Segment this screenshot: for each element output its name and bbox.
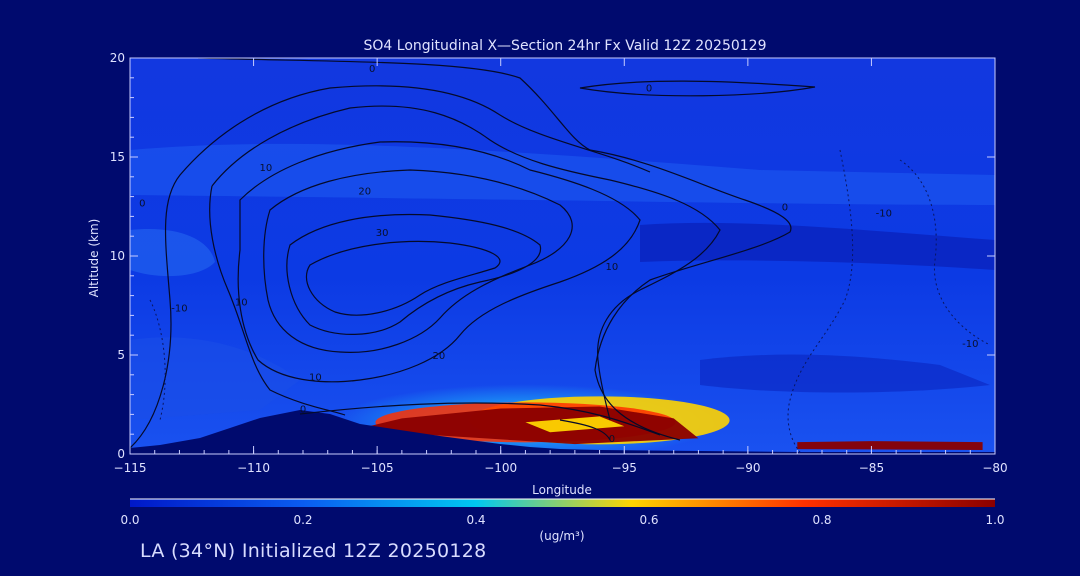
- y-tick-label: 10: [110, 249, 125, 263]
- shade-band: [700, 354, 990, 393]
- contour-20: [237, 141, 641, 383]
- colorbar-unit: (ug/m³): [539, 529, 584, 543]
- y-tick-label: 5: [117, 348, 125, 362]
- contour-lines: [130, 58, 816, 449]
- x-tick-label: −115: [114, 461, 147, 475]
- contour-0-low: [559, 419, 611, 441]
- x-axis-label: Longitude: [532, 483, 592, 497]
- y-tick-label: 20: [110, 51, 125, 65]
- x-tick-label: −100: [484, 461, 517, 475]
- y-tick-label: 0: [117, 447, 125, 461]
- colorbar-tick-label: 0.6: [639, 513, 658, 527]
- contour-30: [286, 213, 542, 335]
- contour-label: 0: [646, 84, 652, 95]
- colorbar-tick-label: 0.8: [812, 513, 831, 527]
- contour-35: [305, 240, 501, 316]
- colorbar-ticks: 0.0 0.2 0.4 0.6 0.8 1.0: [120, 513, 1004, 527]
- x-tick-label: −110: [237, 461, 270, 475]
- contour-0-low: [299, 402, 661, 436]
- shade-band: [640, 222, 995, 270]
- contour-label: -10: [876, 208, 892, 219]
- colorbar-tick-label: 0.2: [293, 513, 312, 527]
- plot-area: 0 0 0 10 20 30 10 10 20 10 0 0 0 -10 -10 -10: [130, 58, 995, 454]
- contour-label: 10: [260, 163, 273, 174]
- contour-label-layer: 0 0 0 10 20 30 10 10 20 10 0 0 0 -10 -10 -10: [139, 64, 978, 445]
- x-tick-label: −85: [859, 461, 884, 475]
- contour-label: -10: [962, 339, 978, 350]
- contour-neg: [899, 159, 991, 346]
- colorbar-tick-label: 0.4: [466, 513, 485, 527]
- x-tick-label: −95: [612, 461, 637, 475]
- concentration-fill-layer: [335, 384, 983, 454]
- contour-label: 30: [376, 228, 389, 239]
- contour-label: 10: [235, 298, 248, 309]
- contour-label: 0: [782, 202, 788, 213]
- contour-0-upper: [579, 80, 816, 97]
- contour-label: 0: [300, 404, 306, 415]
- contour-0: [197, 58, 792, 441]
- contour-label: 10: [309, 373, 322, 384]
- filled-region-2: [525, 416, 625, 433]
- y-axis-label: Altitude (km): [87, 219, 101, 298]
- colorbar-tick-label: 1.0: [985, 513, 1004, 527]
- x-tick-label: −90: [735, 461, 760, 475]
- init-footer: LA (34°N) Initialized 12Z 20250128: [140, 540, 487, 562]
- shade-band: [130, 143, 995, 205]
- contour-label: 20: [433, 351, 446, 362]
- chart-title: SO4 Longitudinal X—Section 24hr Fx Valid…: [364, 38, 767, 54]
- x-tick-label: −80: [982, 461, 1007, 475]
- contour-label: 20: [358, 187, 371, 198]
- filled-region-0: [352, 406, 699, 445]
- y-tick-label: 15: [110, 150, 125, 164]
- x-tick-label: −105: [361, 461, 394, 475]
- colorbar: [130, 499, 995, 507]
- filled-region-1: [797, 441, 983, 450]
- colorbar-tick-label: 0.0: [120, 513, 139, 527]
- contour-label: 0: [609, 434, 615, 445]
- terrain: [130, 410, 995, 454]
- shade-band: [130, 229, 215, 277]
- axis-layer: −115 −110 −105 −100 −95 −90 −85 −80 0 5 10 15 20: [110, 51, 1008, 475]
- contour-label: -10: [171, 303, 187, 314]
- negative-contours: [149, 149, 991, 453]
- contour-10: [211, 105, 721, 421]
- contour-label: 0: [369, 64, 375, 75]
- contour-label: 0: [139, 199, 145, 210]
- contour-10: [209, 185, 346, 416]
- contour-label: 10: [606, 262, 619, 273]
- contour-neg: [787, 149, 854, 453]
- contour-0: [130, 85, 651, 449]
- contour-neg: [149, 299, 166, 421]
